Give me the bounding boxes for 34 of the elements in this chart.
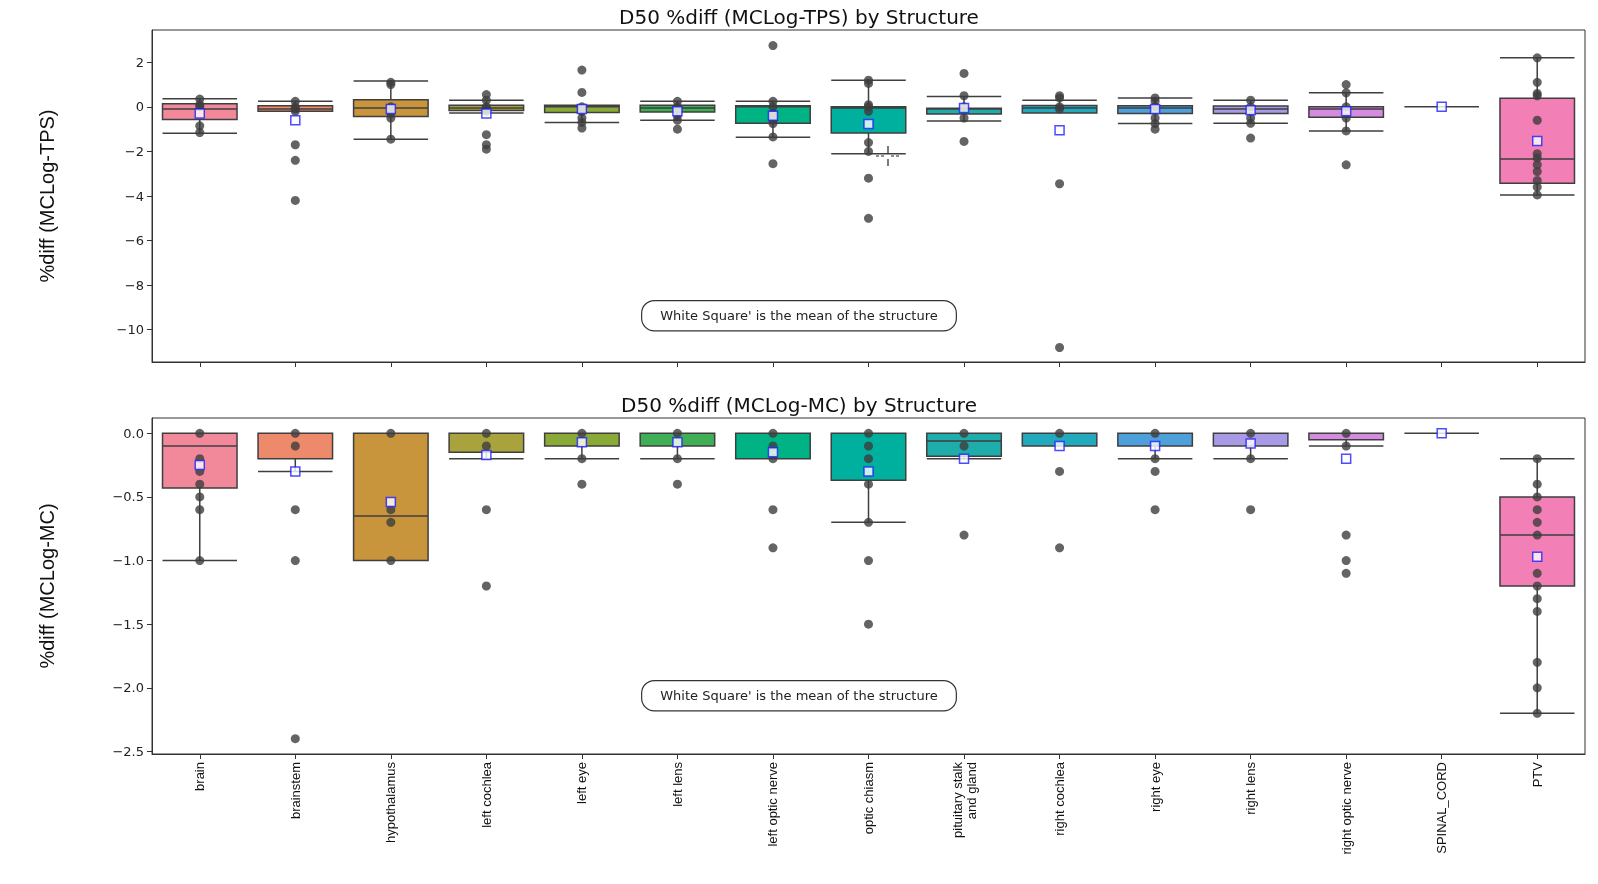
x-tick-label: optic chiasm <box>861 762 876 835</box>
chart-title: D50 %diff (MCLog-MC) by Structure <box>621 393 977 417</box>
y-tick-label: −6 <box>124 233 144 249</box>
x-tick-label: left optic nerve <box>765 762 781 847</box>
x-tick-label: left eye <box>574 762 590 804</box>
x-tick-label: hypothalamus <box>383 761 399 843</box>
x-tick-label: brainstem <box>287 762 303 820</box>
y-tick-label: −0.5 <box>112 489 144 505</box>
y-axis-title: %diff (MCLog-MC) <box>36 503 58 669</box>
annotation: White Square' is the mean of the structure <box>660 308 938 324</box>
x-tick-label: pituitary stalk and gland <box>949 761 979 838</box>
annotation: White Square' is the mean of the structure <box>660 688 938 704</box>
y-tick-label: 0.0 <box>123 425 144 441</box>
y-tick-label: −4 <box>124 188 144 204</box>
y-tick-label: 0 <box>135 99 144 115</box>
y-tick-label: −8 <box>124 277 144 293</box>
y-tick-label: −2 <box>124 143 144 159</box>
y-tick-label: −2.5 <box>112 743 144 759</box>
x-tick-label: right optic nerve <box>1338 762 1354 855</box>
y-tick-label: −1.0 <box>112 553 144 569</box>
x-tick-label: PTV <box>1529 761 1545 788</box>
x-tick-label: right cochlea <box>1052 761 1068 836</box>
y-tick-label: 2 <box>135 54 144 70</box>
x-tick-label: left lens <box>669 761 685 807</box>
y-tick-label: −1.5 <box>112 616 144 632</box>
x-tick-label: right lens <box>1243 761 1259 815</box>
y-axis-title: %diff (MCLog-TPS) <box>36 109 58 283</box>
x-tick-label: brain <box>192 762 208 791</box>
x-tick-label: SPINAL_CORD <box>1434 762 1450 854</box>
x-tick-label: left cochlea <box>478 761 494 828</box>
y-tick-label: −10 <box>116 322 144 338</box>
x-tick-label: right eye <box>1147 762 1163 812</box>
chart-title: D50 %diff (MCLog-TPS) by Structure <box>619 5 979 29</box>
y-tick-label: −2.0 <box>112 680 144 696</box>
